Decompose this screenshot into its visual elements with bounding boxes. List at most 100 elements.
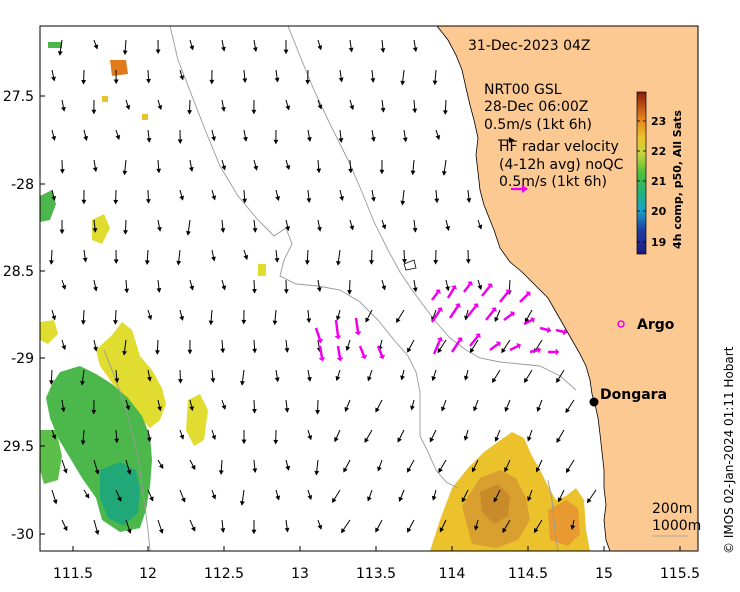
current-vector-head	[221, 46, 226, 52]
lon-tick-label: 112.5	[204, 566, 244, 582]
current-vector-head	[317, 524, 323, 530]
current-vector-head	[504, 406, 510, 412]
current-vector-head	[189, 406, 194, 412]
depth-contour-legend: 200m 1000m	[652, 501, 701, 537]
current-vector-head	[211, 195, 217, 201]
radar-vector-head	[450, 285, 457, 291]
current-vector-head	[61, 106, 66, 112]
current-vector-head	[158, 528, 164, 534]
current-vector-head	[463, 375, 469, 381]
current-vector-head	[210, 378, 216, 383]
radar-vector	[334, 319, 340, 337]
radar-legend-line1: HF radar velocity	[499, 139, 619, 155]
radar-vector	[358, 345, 366, 357]
contour-200m-label: 200m	[652, 501, 692, 517]
current-vector-head	[285, 164, 291, 171]
current-vector-head	[243, 254, 249, 260]
imos-credit: © IMOS 02-Jan-2024 01:11 Hobart	[722, 346, 736, 554]
current-vector-head	[125, 405, 131, 411]
current-vector-head	[51, 315, 57, 321]
radar-vector-head	[516, 342, 521, 350]
colorbar-tick-label: 21	[651, 175, 666, 188]
radar-vector	[467, 305, 477, 317]
current-vector-head	[117, 496, 122, 502]
current-vector-head	[527, 496, 532, 502]
current-vector-head	[445, 225, 451, 231]
current-vector-head	[91, 409, 97, 415]
radar-vector-head	[454, 303, 461, 309]
current-vector-head	[113, 259, 119, 265]
current-vector-head	[400, 80, 406, 86]
current-vector-head	[157, 226, 162, 232]
current-vector-head	[220, 106, 226, 112]
current-vector-head	[398, 496, 404, 502]
current-vector-head	[492, 377, 497, 384]
radar-vector-head	[378, 354, 386, 360]
current-vector-head	[274, 377, 280, 383]
current-vector-head	[338, 138, 344, 143]
current-vector-head	[349, 105, 355, 111]
current-vector-head	[241, 319, 247, 325]
current-vector-head	[437, 347, 443, 354]
current-vector-head	[81, 199, 87, 205]
current-vector-head	[49, 260, 54, 265]
radar-vector-head	[475, 333, 481, 339]
current-vector-head	[410, 405, 415, 411]
radar-vector	[376, 345, 384, 357]
radar-vector-head	[505, 289, 511, 295]
radar-vector-head	[555, 348, 560, 356]
radar-vector	[499, 291, 509, 303]
radar-vector	[485, 309, 495, 321]
current-vector-head	[283, 289, 289, 294]
radar-vector	[555, 328, 565, 334]
current-vector-head	[147, 315, 153, 321]
current-vector-head	[81, 80, 87, 85]
current-vector-head	[501, 348, 506, 354]
current-vector-head	[370, 78, 376, 83]
current-vector-head	[208, 320, 214, 326]
current-vector-head	[586, 498, 592, 504]
current-vector-head	[252, 47, 258, 53]
current-vector-head	[284, 348, 290, 353]
current-vector-head	[220, 528, 226, 533]
sst-colorbar: 23 22 21 20 19 4h comp, p50, All Sats	[636, 91, 684, 255]
current-vector-head	[439, 527, 445, 533]
current-vector-head	[348, 168, 354, 174]
current-vector-head	[317, 104, 323, 110]
current-vector-head	[188, 167, 194, 172]
radar-vector	[432, 339, 442, 355]
colorbar-gradient	[636, 91, 647, 255]
radar-vector	[448, 305, 460, 319]
radar-vector-head	[456, 337, 463, 343]
radar-vector-head	[546, 326, 552, 334]
current-vector-head	[179, 315, 185, 321]
current-vector-head	[306, 376, 312, 382]
current-vector-head	[524, 377, 529, 384]
current-vector-head	[441, 170, 447, 176]
radar-vector-head	[436, 307, 443, 313]
current-vector-head	[407, 467, 412, 473]
current-vector-head	[122, 170, 128, 176]
current-vector-head	[341, 528, 346, 534]
radar-vector	[336, 345, 342, 359]
argo-marker: Argo	[617, 317, 675, 333]
current-vector-head	[431, 495, 437, 501]
current-vector-head	[122, 350, 127, 356]
current-vector-head	[252, 288, 257, 294]
current-vector-head	[434, 198, 440, 204]
current-vector-head	[114, 378, 120, 384]
colorbar-tick-label: 23	[651, 115, 666, 128]
current-vector-head	[83, 135, 89, 141]
current-vector-head	[221, 404, 227, 410]
current-vector-head	[412, 227, 418, 233]
radar-vector-head	[316, 338, 324, 344]
current-vector-head	[179, 195, 185, 201]
lat-tick-label: 27.5	[3, 89, 34, 105]
current-vector-head	[51, 135, 57, 141]
radar-vector-head	[495, 341, 501, 348]
dongara-marker: Dongara	[589, 387, 667, 407]
current-legend-line3: 0.5m/s (1kt 6h)	[484, 117, 592, 133]
current-vector-head	[565, 467, 571, 474]
current-vector-head	[504, 467, 509, 473]
